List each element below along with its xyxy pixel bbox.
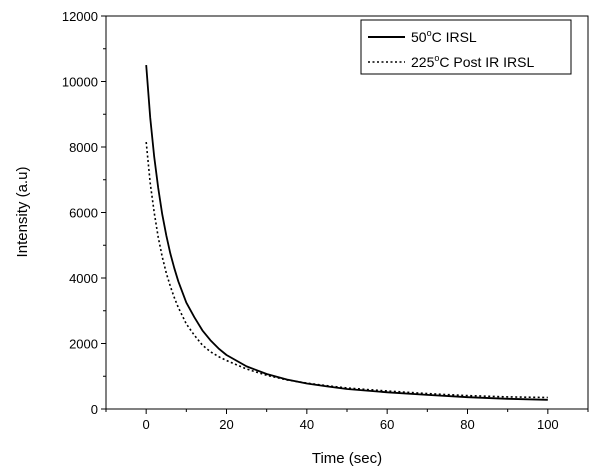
legend-box <box>360 19 572 75</box>
x-axis-label: Time (sec) <box>312 450 382 467</box>
legend: 50oC IRSL 225oC Post IR IRSL <box>360 19 572 75</box>
x-tick-label: 80 <box>460 417 474 432</box>
y-tick-label: 4000 <box>69 271 98 286</box>
y-axis-label: Intensity (a.u) <box>14 167 31 258</box>
x-tick-label: 100 <box>537 417 559 432</box>
y-tick-label: 2000 <box>69 337 98 352</box>
x-tick-label: 60 <box>380 417 394 432</box>
y-tick-label: 8000 <box>69 140 98 155</box>
series-line-50c-irsl <box>145 65 548 401</box>
x-tick-label: 0 <box>143 417 150 432</box>
series-layer <box>145 65 548 401</box>
legend-label-225c: 225oC Post IR IRSL <box>411 53 535 70</box>
x-tick-label: 40 <box>300 417 314 432</box>
x-tick-label: 20 <box>219 417 233 432</box>
y-axis: 0 2000 4000 6000 8000 10000 12000 <box>62 9 106 417</box>
y-tick-label: 10000 <box>62 75 98 90</box>
plot-frame <box>105 15 589 410</box>
y-tick-label: 0 <box>91 402 98 417</box>
y-tick-label: 6000 <box>69 206 98 221</box>
y-tick-label: 12000 <box>62 9 98 24</box>
x-axis: 0 20 40 60 80 100 <box>105 409 589 432</box>
legend-label-50c: 50oC IRSL <box>411 28 477 45</box>
series-line-225c-post-ir-irsl <box>145 142 548 399</box>
